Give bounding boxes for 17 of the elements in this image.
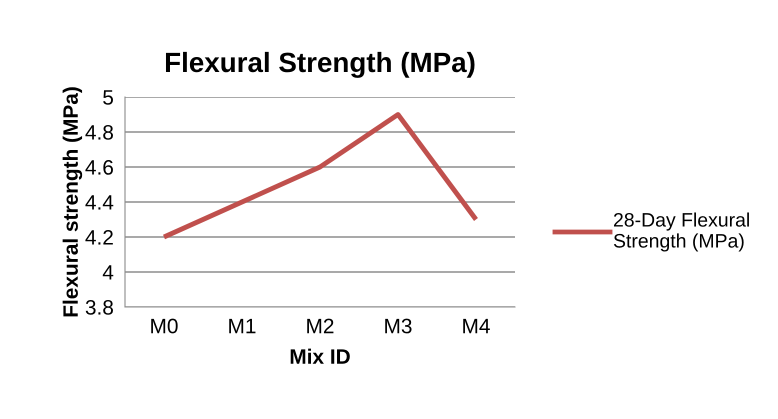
y-tick-label: 5	[103, 90, 114, 105]
y-axis-title: Flexural strength (MPa)	[62, 87, 82, 316]
x-tick-label: M0	[151, 318, 178, 334]
y-tick-label: 3.8	[86, 300, 113, 315]
y-tick-label: 4.8	[85, 125, 113, 140]
x-tick-label: M2	[307, 318, 334, 334]
x-axis-title: Mix ID	[290, 348, 350, 364]
legend-label: 28-Day Flexural Strength (MPa)	[614, 212, 749, 252]
y-tick-label: 4.2	[85, 230, 113, 245]
x-tick-label: M4	[463, 318, 490, 334]
y-tick-label: 4.6	[85, 160, 113, 175]
y-tick-label: 4.4	[85, 195, 114, 210]
chart-title: Flexural Strength (MPa)	[166, 52, 475, 78]
line-series	[162, 112, 478, 240]
x-tick-label: M3	[385, 318, 412, 334]
x-tick-label: M1	[229, 318, 256, 334]
y-tick-label: 4	[102, 265, 114, 280]
